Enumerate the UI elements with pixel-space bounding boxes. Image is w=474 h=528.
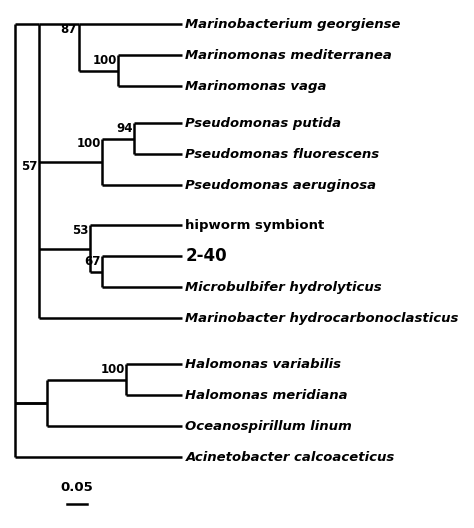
- Text: Marinomonas vaga: Marinomonas vaga: [185, 80, 327, 93]
- Text: Oceanospirillum linum: Oceanospirillum linum: [185, 420, 352, 433]
- Text: Marinobacterium georgiense: Marinobacterium georgiense: [185, 18, 401, 31]
- Text: Pseudomonas putida: Pseudomonas putida: [185, 117, 341, 130]
- Text: 94: 94: [116, 122, 133, 135]
- Text: Halomonas variabilis: Halomonas variabilis: [185, 358, 341, 371]
- Text: 53: 53: [73, 224, 89, 237]
- Text: 100: 100: [100, 363, 125, 376]
- Text: Marinomonas mediterranea: Marinomonas mediterranea: [185, 49, 392, 62]
- Text: hipworm symbiont: hipworm symbiont: [185, 219, 325, 232]
- Text: 87: 87: [61, 23, 77, 36]
- Text: 57: 57: [21, 161, 37, 173]
- Text: Halomonas meridiana: Halomonas meridiana: [185, 389, 348, 402]
- Text: Pseudomonas aeruginosa: Pseudomonas aeruginosa: [185, 178, 376, 192]
- Text: Microbulbifer hydrolyticus: Microbulbifer hydrolyticus: [185, 281, 382, 294]
- Text: Pseudomonas fluorescens: Pseudomonas fluorescens: [185, 148, 380, 161]
- Text: Acinetobacter calcoaceticus: Acinetobacter calcoaceticus: [185, 451, 395, 464]
- Text: Marinobacter hydrocarbonoclasticus: Marinobacter hydrocarbonoclasticus: [185, 312, 459, 325]
- Text: 2-40: 2-40: [185, 247, 227, 265]
- Text: 0.05: 0.05: [60, 482, 93, 494]
- Text: 100: 100: [76, 137, 101, 150]
- Text: 67: 67: [84, 254, 101, 268]
- Text: 100: 100: [92, 54, 117, 67]
